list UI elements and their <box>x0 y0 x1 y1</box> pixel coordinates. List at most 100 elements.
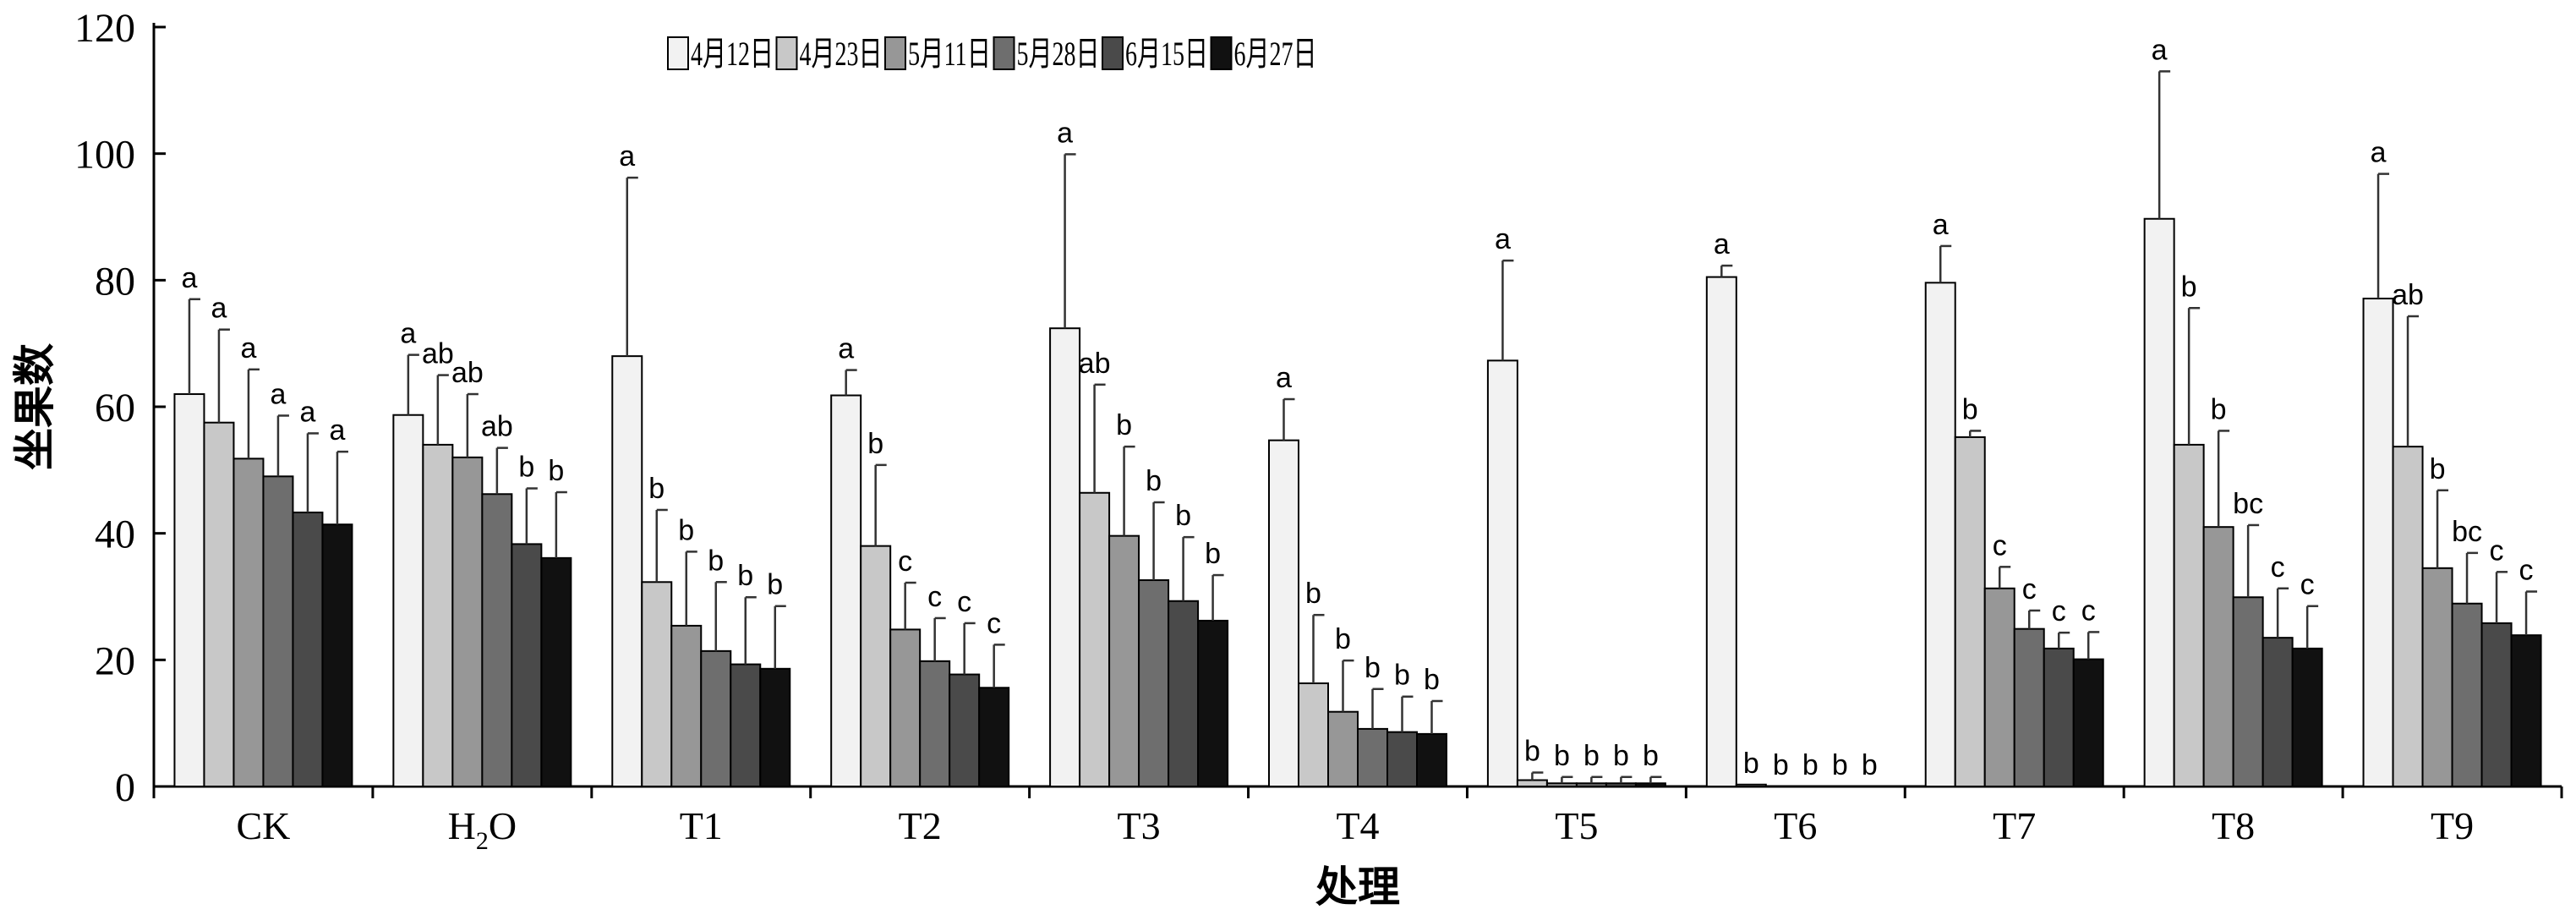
significance-label: b <box>1146 465 1162 497</box>
significance-label: b <box>648 473 665 505</box>
significance-label: b <box>2181 271 2197 303</box>
significance-label: b <box>1335 623 1351 655</box>
significance-label: a <box>400 318 416 350</box>
significance-label: a <box>619 140 635 173</box>
significance-label: a <box>181 262 197 294</box>
significance-label: c <box>927 581 942 613</box>
bar <box>978 687 1010 788</box>
significance-label: a <box>2371 137 2387 169</box>
legend-label: 4月23日 <box>800 35 883 73</box>
bar <box>1386 731 1418 787</box>
bar <box>919 660 951 788</box>
significance-label: c <box>2052 595 2066 627</box>
bar <box>1735 783 1767 788</box>
significance-label: b <box>678 514 694 546</box>
significance-label: c <box>1993 529 2007 562</box>
significance-label: b <box>518 452 534 484</box>
significance-label: b <box>1175 500 1191 532</box>
bar <box>2480 622 2513 787</box>
bar <box>1268 439 1299 788</box>
bar <box>1298 682 1329 787</box>
significance-label: a <box>1933 209 1949 241</box>
bar <box>611 355 643 787</box>
bar <box>1138 579 1170 787</box>
bar <box>2262 637 2294 787</box>
significance-label: b <box>1116 409 1132 441</box>
legend-swatch <box>884 36 906 70</box>
x-tick-label: T5 <box>1555 804 1598 847</box>
bar <box>2013 627 2045 787</box>
y-tick-label: 40 <box>95 512 135 557</box>
bar <box>2043 647 2075 788</box>
x-tick-label: H2O <box>448 804 517 855</box>
bar <box>481 493 513 788</box>
significance-label: b <box>548 455 564 487</box>
bar <box>1705 276 1737 787</box>
bar <box>670 624 703 787</box>
significance-label: b <box>867 428 883 460</box>
bar <box>1954 436 1986 787</box>
bar <box>700 649 732 788</box>
bars <box>173 70 2542 788</box>
significance-label: a <box>270 378 286 410</box>
significance-label: a <box>1495 223 1511 255</box>
significance-label: b <box>2211 393 2227 425</box>
bar <box>641 581 673 787</box>
legend-label: 6月15日 <box>1125 35 1208 73</box>
bar <box>1327 710 1359 787</box>
significance-label: b <box>1524 736 1540 768</box>
significance-label: c <box>2022 573 2037 605</box>
significance-label: c <box>2300 569 2315 601</box>
significance-label: c <box>957 586 971 618</box>
significance-label: a <box>299 396 315 428</box>
bar <box>2072 658 2104 788</box>
bar <box>2202 526 2234 788</box>
significance-label: ab <box>451 357 484 389</box>
significance-label: b <box>708 545 724 577</box>
legend-swatch <box>667 36 689 70</box>
y-tick-label: 60 <box>95 386 135 430</box>
significance-label: c <box>2490 534 2504 567</box>
significance-label: a <box>1057 117 1073 149</box>
x-tick-label: T7 <box>1993 804 2036 847</box>
significance-label: a <box>1714 228 1730 260</box>
significance-label: b <box>1743 748 1759 780</box>
x-tick-label: T6 <box>1774 804 1817 847</box>
y-tick-label: 80 <box>95 259 135 304</box>
bar <box>2143 217 2175 787</box>
bar <box>392 414 424 787</box>
significance-label: c <box>2271 551 2285 584</box>
significance-label: a <box>2152 34 2168 66</box>
bar <box>2421 567 2453 787</box>
bar <box>2173 443 2205 788</box>
x-tick-label: T4 <box>1336 804 1379 847</box>
significance-label: bc <box>2233 488 2263 520</box>
bar <box>730 663 762 787</box>
bar <box>1486 359 1518 787</box>
bar <box>860 545 892 788</box>
bar <box>292 511 324 787</box>
significance-label: b <box>2430 453 2446 485</box>
significance-label: c <box>898 545 912 578</box>
legend-swatch <box>775 36 798 70</box>
bar <box>1575 782 1607 788</box>
significance-label: b <box>1802 749 1819 781</box>
x-axis-title: 处理 <box>1315 863 1400 911</box>
bar <box>1634 782 1666 788</box>
significance-label: b <box>1962 393 1978 425</box>
bar <box>830 394 862 787</box>
legend-label: 5月28日 <box>1017 35 1100 73</box>
x-tick-label: CK <box>237 804 291 847</box>
y-tick-label: 20 <box>95 638 135 683</box>
bar <box>889 628 922 787</box>
significance-label: b <box>1643 740 1659 772</box>
x-tick-label: T9 <box>2431 804 2474 847</box>
bar <box>232 458 265 787</box>
significance-label: ab <box>422 338 454 370</box>
x-tick-label: T2 <box>899 804 942 847</box>
bar <box>262 475 294 787</box>
y-axis-title: 坐果数 <box>11 343 58 470</box>
x-tick-label: T1 <box>680 804 723 847</box>
significance-label: a <box>240 332 256 364</box>
bar <box>759 667 791 787</box>
